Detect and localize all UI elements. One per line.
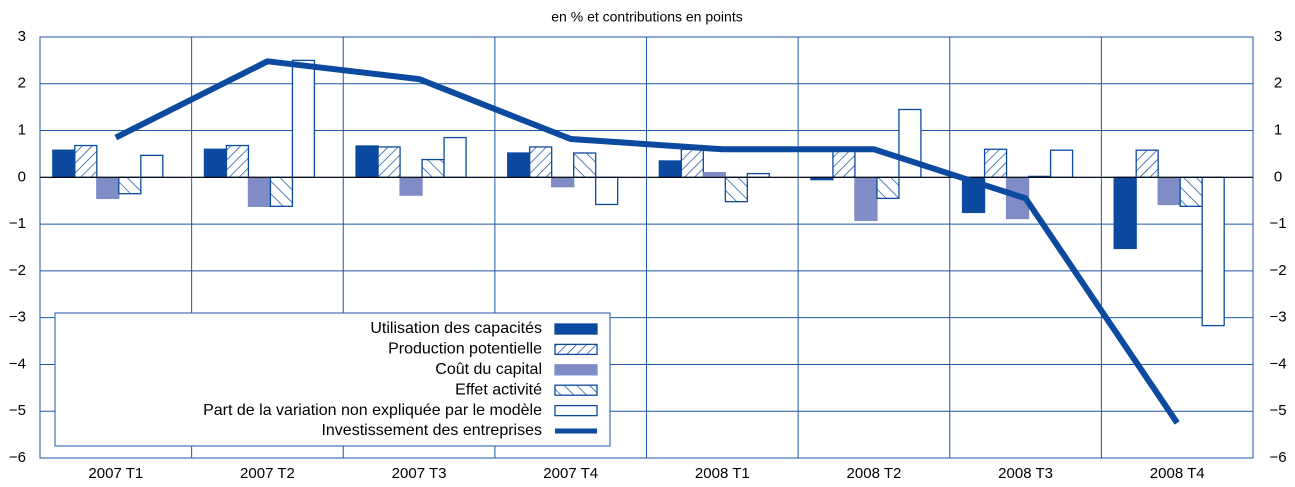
legend: Utilisation des capacités Production pote…	[54, 312, 611, 447]
y2-tick-label: 2	[1274, 75, 1282, 92]
bar	[1179, 176, 1203, 207]
bar	[702, 172, 726, 178]
bar	[983, 148, 1008, 178]
y-tick-label: −1	[9, 215, 26, 232]
bar	[573, 152, 597, 178]
bar	[74, 144, 98, 178]
bar	[724, 176, 748, 203]
legend-box	[54, 312, 611, 447]
bar	[1135, 149, 1159, 178]
x-tick-label: 2007 T1	[88, 465, 143, 482]
bar	[52, 149, 76, 178]
bar	[1157, 176, 1181, 206]
y-tick-label: 2	[18, 75, 26, 92]
y2-tick-label: −1	[1269, 215, 1286, 232]
y2-tick-label: 3	[1274, 28, 1282, 45]
legend-swatch	[554, 343, 598, 356]
legend-label: Utilisation des capacités	[370, 320, 542, 337]
line-series	[114, 58, 1180, 425]
x-tick-label: 2007 T2	[240, 465, 295, 482]
bar	[203, 148, 228, 178]
y-tick-label: −2	[9, 262, 26, 279]
bar	[443, 136, 467, 178]
legend-label: Part de la variation non expliquée par l…	[203, 402, 542, 419]
bar	[1201, 176, 1225, 327]
y2-tick-label: 1	[1274, 122, 1282, 139]
bar	[1113, 176, 1137, 250]
bar	[96, 176, 120, 200]
y-tick-label: −4	[9, 355, 26, 372]
bar	[291, 59, 316, 178]
legend-label: Production potentielle	[388, 341, 542, 358]
bar	[140, 154, 164, 178]
bar	[551, 176, 575, 188]
bar	[377, 146, 401, 178]
bar	[421, 158, 445, 178]
bar	[658, 160, 682, 178]
bar	[399, 176, 423, 196]
bar	[680, 148, 704, 178]
bar	[507, 152, 531, 178]
y-tick-label: 0	[18, 168, 26, 185]
y2-tick-label: 0	[1274, 168, 1282, 185]
y-tick-label: 1	[18, 122, 26, 139]
x-tick-label: 2008 T1	[695, 465, 750, 482]
bar	[898, 108, 922, 178]
bar	[118, 176, 142, 195]
y-tick-label: −3	[9, 309, 26, 326]
bar	[247, 176, 272, 207]
y-tick-label: −6	[9, 449, 26, 466]
bar	[355, 145, 379, 178]
bar	[832, 148, 856, 178]
x-tick-label: 2008 T3	[998, 465, 1053, 482]
x-tick-label: 2008 T2	[847, 465, 902, 482]
legend-label: Effet activité	[455, 381, 542, 398]
y2-tick-label: −2	[1269, 262, 1286, 279]
legend-label: Investissement des entreprises	[321, 422, 542, 439]
y2-tick-label: −5	[1269, 402, 1286, 419]
y2-tick-label: −3	[1269, 309, 1286, 326]
y2-tick-label: −6	[1269, 449, 1286, 466]
bar	[269, 176, 294, 207]
x-tick-label: 2007 T3	[392, 465, 447, 482]
bar	[529, 146, 553, 178]
legend-label: Coût du capital	[435, 361, 542, 378]
x-tick-label: 2008 T4	[1150, 465, 1205, 482]
y2-tick-label: −4	[1269, 355, 1286, 372]
legend-swatch	[554, 323, 598, 335]
bar	[854, 176, 878, 222]
bar	[225, 144, 250, 178]
y-tick-label: −5	[9, 402, 26, 419]
bar	[1049, 149, 1074, 178]
y-tick-label: 3	[18, 28, 26, 45]
legend-swatch	[554, 384, 598, 396]
legend-swatch	[554, 364, 598, 376]
bar	[876, 176, 900, 200]
chart-title: en % et contributions en points	[551, 9, 742, 25]
legend-swatch	[554, 404, 598, 417]
bar	[595, 176, 619, 206]
x-tick-label: 2007 T4	[543, 465, 598, 482]
